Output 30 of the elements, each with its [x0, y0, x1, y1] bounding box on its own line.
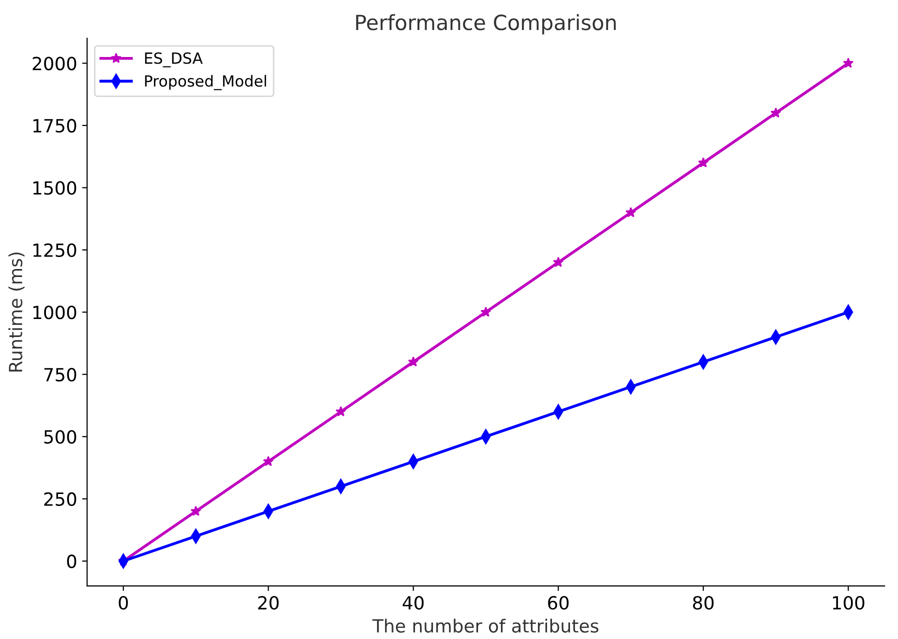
- y-tick-label: 0: [67, 554, 76, 568]
- point: [698, 157, 709, 168]
- chart-title: Performance Comparison: [356, 14, 616, 34]
- x-tick-label: 0: [118, 596, 128, 610]
- point: [336, 406, 346, 416]
- y-tick-label: 250: [44, 492, 76, 506]
- y-tick-label: 1250: [33, 243, 76, 258]
- x-tick-label: 20: [258, 596, 279, 610]
- point: [625, 207, 636, 218]
- point: [770, 107, 782, 118]
- legend-label: Proposed_Model: [145, 74, 266, 90]
- point: [190, 506, 202, 516]
- x-tick-label: 80: [693, 596, 714, 610]
- x-tick-label: 60: [548, 596, 569, 610]
- y-tick-label: 750: [44, 368, 76, 382]
- y-tick-label: 1750: [33, 118, 76, 133]
- y-tick-label: 500: [44, 430, 76, 444]
- x-axis-title: The number of attributes: [372, 618, 598, 633]
- point: [480, 306, 492, 317]
- y-tick-label: 2000: [32, 56, 76, 70]
- x-tick-label: 100: [833, 596, 864, 610]
- point: [842, 58, 854, 68]
- point: [408, 356, 419, 367]
- y-tick-label: 1500: [33, 181, 76, 195]
- x-tick-label: 40: [402, 596, 424, 610]
- y-axis-title: Runtime (ms): [8, 252, 25, 372]
- point: [552, 256, 564, 267]
- legend-label: ES_DSA: [145, 52, 203, 68]
- point: [263, 456, 274, 466]
- y-tick-label: 1000: [33, 306, 76, 320]
